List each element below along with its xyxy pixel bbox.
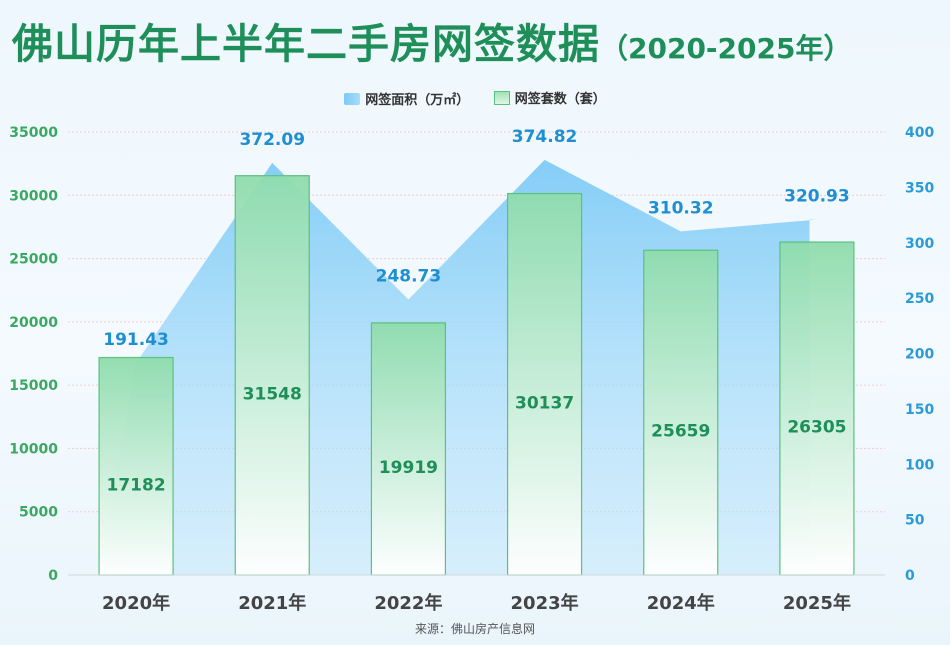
bar-data-label: 17182: [107, 475, 166, 495]
bar: [98, 356, 174, 576]
chart-title-sub: （2020-2025年）: [600, 32, 852, 65]
source-note: 来源：佛山房产信息网: [414, 622, 535, 636]
left-axis-tick-label: 35000: [9, 125, 58, 141]
right-axis-tick-label: 0: [905, 568, 915, 584]
left-axis-tick-label: 15000: [9, 378, 58, 394]
right-axis-tick-label: 100: [905, 457, 934, 473]
bar-data-label: 30137: [515, 393, 574, 413]
bar: [506, 192, 583, 576]
area-data-label: 248.73: [376, 267, 442, 287]
area-data-label: 191.43: [103, 330, 169, 350]
left-axis-tick-label: 0: [48, 568, 58, 584]
right-axis-tick-label: 300: [905, 236, 934, 252]
right-axis-tick-label: 150: [905, 402, 934, 418]
left-axis-tick-label: 5000: [19, 505, 58, 521]
x-axis-category-label: 2023年: [511, 592, 579, 614]
legend-item-bar: 网签套数（套）: [493, 88, 606, 107]
legend-label-area: 网签面积（万㎡）: [365, 93, 470, 108]
bar: [370, 322, 447, 576]
x-axis-category-label: 2025年: [783, 592, 851, 614]
chart-legend: 网签面积（万㎡） 网签套数（套）: [0, 88, 950, 109]
area-data-label: 372.09: [239, 130, 305, 150]
legend-swatch-area: [344, 92, 361, 105]
chart-title-main: 佛山历年上半年二手房网签数据: [12, 20, 600, 68]
left-axis-tick-label: 30000: [9, 188, 58, 204]
bar: [779, 241, 855, 576]
left-axis-tick-label: 10000: [9, 441, 58, 457]
right-axis-tick-label: 50: [905, 513, 925, 529]
right-axis-tick-label: 250: [905, 291, 934, 307]
legend-swatch-bar: [493, 90, 510, 105]
area-data-label: 374.82: [512, 127, 578, 147]
bar-data-label: 25659: [651, 422, 710, 442]
bar: [643, 249, 719, 576]
bar-data-label: 31548: [243, 384, 302, 404]
right-axis-tick-label: 350: [905, 180, 934, 196]
bar-data-label: 19919: [379, 458, 438, 478]
legend-label-bar: 网签套数（套）: [514, 92, 606, 107]
area-data-label: 320.93: [784, 187, 850, 207]
chart-title: 佛山历年上半年二手房网签数据（2020-2025年）: [12, 10, 942, 70]
area-data-label: 310.32: [648, 198, 714, 218]
bar: [234, 175, 310, 576]
bar-data-label: 26305: [787, 418, 846, 438]
legend-item-area: 网签面积（万㎡）: [344, 89, 469, 108]
right-axis-tick-label: 200: [905, 347, 934, 363]
left-axis-tick-label: 25000: [9, 252, 58, 268]
left-axis-tick-label: 20000: [9, 315, 58, 331]
x-axis-category-label: 2024年: [647, 592, 715, 614]
x-axis-category-label: 2021年: [238, 592, 306, 614]
x-axis-category-label: 2022年: [374, 592, 442, 614]
x-axis-category-label: 2020年: [102, 592, 170, 614]
right-axis-tick-label: 400: [905, 125, 934, 141]
